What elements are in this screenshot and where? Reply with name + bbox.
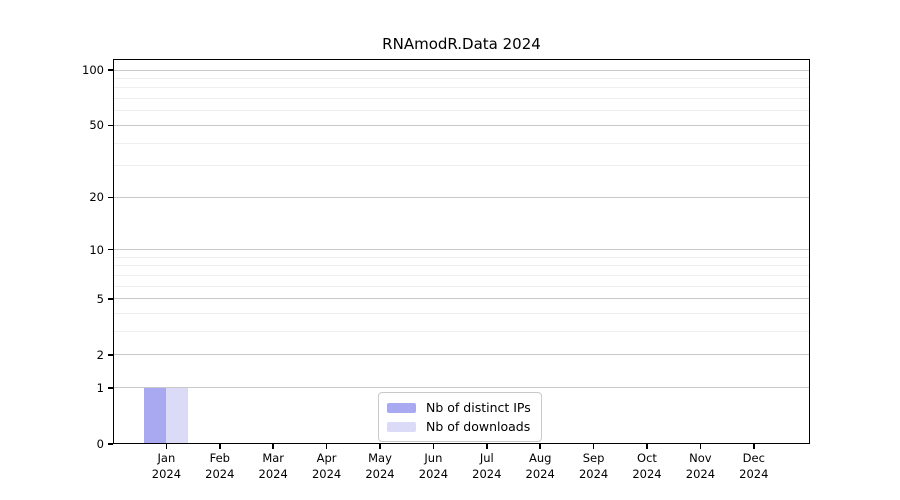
x-tick-label-nov: Nov 2024 xyxy=(685,451,716,481)
bar-distinct-ips-jan xyxy=(143,388,166,443)
x-tick-jun xyxy=(432,444,435,449)
x-tick-may xyxy=(379,444,381,449)
gridline-minor-8 xyxy=(114,265,809,267)
gridline-minor-40 xyxy=(114,142,809,144)
x-tick-dec xyxy=(753,444,755,449)
y-tick-label-100: 100 xyxy=(82,63,104,77)
y-tick-100 xyxy=(108,69,113,71)
y-tick-label-2: 2 xyxy=(96,347,104,362)
x-tick-label-feb: Feb 2024 xyxy=(205,451,235,481)
legend: Nb of distinct IPs Nb of downloads xyxy=(378,392,542,442)
legend-label-distinct-ips: Nb of distinct IPs xyxy=(426,400,531,415)
x-tick-label-jan: Jan 2024 xyxy=(151,451,182,481)
x-tick-label-apr: Apr 2024 xyxy=(311,451,342,481)
x-tick-label-jun: Jun 2024 xyxy=(418,451,449,481)
plot-area xyxy=(113,59,810,444)
x-tick-jul xyxy=(486,444,488,449)
y-tick-label-1: 1 xyxy=(96,380,104,395)
x-tick-label-aug: Aug 2024 xyxy=(525,451,555,481)
gridline-major-100 xyxy=(114,69,809,71)
gridline-major-2 xyxy=(114,354,809,356)
y-tick-20 xyxy=(108,196,113,199)
chart-title: RNAmodR.Data 2024 xyxy=(382,35,541,53)
y-tick-5 xyxy=(108,298,113,300)
legend-swatch-distinct-ips xyxy=(387,402,416,413)
x-tick-apr xyxy=(325,444,328,449)
x-tick-aug xyxy=(539,444,541,449)
x-tick-oct xyxy=(646,444,648,449)
gridline-major-50 xyxy=(114,124,809,126)
y-tick-label-50: 50 xyxy=(89,118,104,133)
y-tick-0 xyxy=(108,443,113,445)
x-tick-label-may: May 2024 xyxy=(365,451,395,481)
x-tick-nov xyxy=(699,444,702,449)
gridline-major-20 xyxy=(114,196,809,198)
y-tick-label-20: 20 xyxy=(89,190,104,205)
x-tick-label-jul: Jul 2024 xyxy=(472,451,502,481)
y-tick-10 xyxy=(108,248,113,251)
x-tick-label-mar: Mar 2024 xyxy=(258,451,288,481)
x-tick-label-oct: Oct 2024 xyxy=(632,451,662,481)
gridline-major-1 xyxy=(114,387,809,389)
bar-downloads-jan xyxy=(165,388,188,443)
legend-swatch-downloads xyxy=(387,421,416,432)
legend-entry-downloads: Nb of downloads xyxy=(387,417,531,436)
gridline-minor-7 xyxy=(114,274,809,276)
gridline-minor-80 xyxy=(114,87,809,89)
gridline-minor-60 xyxy=(114,110,809,112)
gridline-major-5 xyxy=(114,298,809,300)
y-tick-2 xyxy=(108,354,113,356)
gridline-minor-4 xyxy=(114,313,809,315)
y-tick-1 xyxy=(108,387,113,389)
legend-entry-distinct-ips: Nb of distinct IPs xyxy=(387,398,531,417)
y-tick-50 xyxy=(108,124,113,127)
gridline-minor-70 xyxy=(114,98,809,100)
gridline-major-10 xyxy=(114,249,809,251)
x-tick-jan xyxy=(165,444,168,449)
y-tick-label-5: 5 xyxy=(96,291,104,306)
y-tick-label-10: 10 xyxy=(89,242,104,257)
x-tick-mar xyxy=(272,444,274,449)
gridline-minor-6 xyxy=(114,285,809,287)
gridline-minor-30 xyxy=(114,165,809,167)
x-tick-sep xyxy=(592,444,595,449)
x-tick-label-dec: Dec 2024 xyxy=(739,451,769,481)
legend-label-downloads: Nb of downloads xyxy=(426,419,531,434)
gridline-minor-9 xyxy=(114,256,809,258)
gridline-minor-90 xyxy=(114,77,809,79)
x-tick-label-sep: Sep 2024 xyxy=(578,451,609,481)
x-tick-feb xyxy=(219,444,221,449)
gridline-minor-3 xyxy=(114,331,809,333)
y-tick-label-0: 0 xyxy=(96,437,104,451)
